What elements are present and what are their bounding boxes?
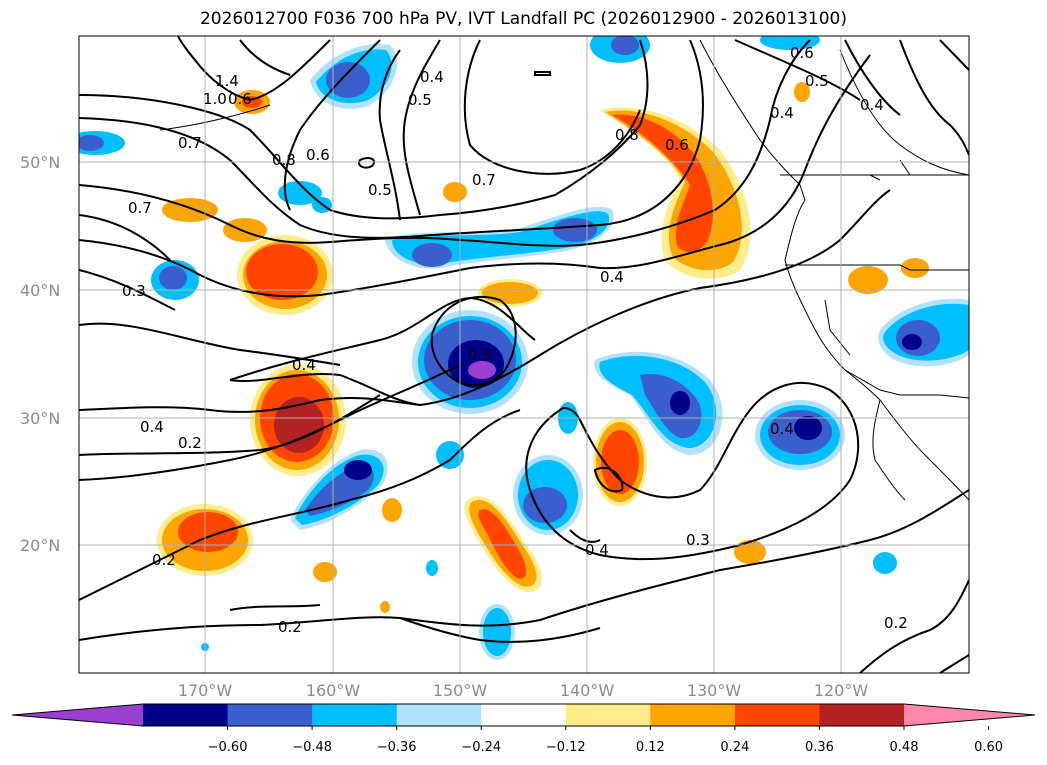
contour-labels: 1.4 1.0 0.6 0.5 0.4 0.8 0.6 0.7 0.6 0.8 …: [122, 44, 908, 636]
lon-label: 140°W: [560, 681, 615, 700]
colorbar-swatch: [227, 704, 313, 726]
contour-label: 0.4: [770, 420, 794, 438]
contour-label: 0.2: [884, 614, 908, 632]
lat-label: 40°N: [20, 281, 60, 300]
colorbar-tick-label: 0.60: [974, 740, 1003, 755]
colorbar-outline: [11, 703, 1036, 727]
gridlines: [79, 36, 969, 673]
contour-label: 0.8: [272, 151, 296, 169]
longitude-labels: 170°W 160°W 150°W 140°W 130°W 120°W: [178, 681, 869, 700]
coastlines: [159, 39, 969, 501]
lon-label: 150°W: [433, 681, 488, 700]
contour-label: 0.7: [472, 171, 496, 189]
map-frame: [78, 35, 970, 674]
colorbar-extend-high: [904, 704, 1035, 726]
contour-label: 1.0: [203, 90, 227, 108]
lon-label: 120°W: [814, 681, 869, 700]
colorbar-swatch: [819, 704, 905, 726]
colorbar-swatch: [565, 704, 651, 726]
colorbar-tick-label: −0.48: [292, 740, 332, 755]
colorbar-swatch: [734, 704, 820, 726]
contour-label: 0.2: [178, 434, 202, 452]
colorbar-swatch: [481, 704, 567, 726]
contour-label: 0.3: [686, 531, 710, 549]
contour-label: 0.6: [228, 90, 252, 108]
contour-label: 0.4: [770, 104, 794, 122]
lat-label: 30°N: [20, 409, 60, 428]
contour-label: 0.7: [178, 134, 202, 152]
pv-contours: [79, 36, 969, 673]
colorbar-tick-label: −0.60: [208, 740, 248, 755]
colorbar-swatch: [396, 704, 482, 726]
contour-label: 0.5: [408, 91, 432, 109]
lat-label: 50°N: [20, 153, 60, 172]
contour-label: 0.2: [152, 551, 176, 569]
colorbar-tick-label: −0.12: [546, 740, 586, 755]
lon-label: 160°W: [306, 681, 361, 700]
contour-label: 0.4: [600, 268, 624, 286]
contour-label: 0.3: [468, 346, 492, 364]
colorbar-tick-label: 0.24: [720, 740, 749, 755]
contour-label: 0.4: [860, 96, 884, 114]
contour-label: 0.6: [790, 44, 814, 62]
contour-label: 0.2: [278, 618, 302, 636]
contour-label: 0.3: [122, 282, 146, 300]
contour-label: 0.8: [615, 126, 639, 144]
colorbar-swatch: [650, 704, 736, 726]
latitude-labels: 50°N 40°N 30°N 20°N: [20, 153, 60, 555]
colorbar-tick-label: 0.48: [890, 740, 919, 755]
colorbar-tick-label: −0.24: [461, 740, 501, 755]
shaded-anomalies: [79, 36, 969, 660]
contour-label: 0.6: [306, 146, 330, 164]
colorbar-extend-low: [12, 704, 143, 726]
lon-label: 170°W: [178, 681, 233, 700]
colorbar-tick-label: 0.36: [805, 740, 834, 755]
lat-label: 20°N: [20, 536, 60, 555]
contour-label: 0.4: [140, 418, 164, 436]
colorbar-tick-label: 0.12: [636, 740, 665, 755]
colorbar-swatch: [312, 704, 398, 726]
contour-label: 0.4: [420, 68, 444, 86]
contour-label: 0.7: [128, 199, 152, 217]
colorbar-tick-label: −0.36: [377, 740, 417, 755]
lon-label: 130°W: [687, 681, 742, 700]
contour-label: 1.4: [215, 72, 239, 90]
contour-label: 0.4: [585, 541, 609, 559]
contour-label: 0.5: [368, 181, 392, 199]
colorbar-swatch: [143, 704, 229, 726]
contour-label: 0.4: [292, 356, 316, 374]
contour-label: 0.6: [665, 136, 689, 154]
colorbar: −0.60 −0.48 −0.36 −0.24 −0.12 0.12 0.24 0.36 0.4…: [11, 703, 1036, 755]
map-title: 2026012700 F036 700 hPa PV, IVT Landfall…: [199, 9, 847, 29]
contour-label: 0.5: [805, 72, 829, 90]
